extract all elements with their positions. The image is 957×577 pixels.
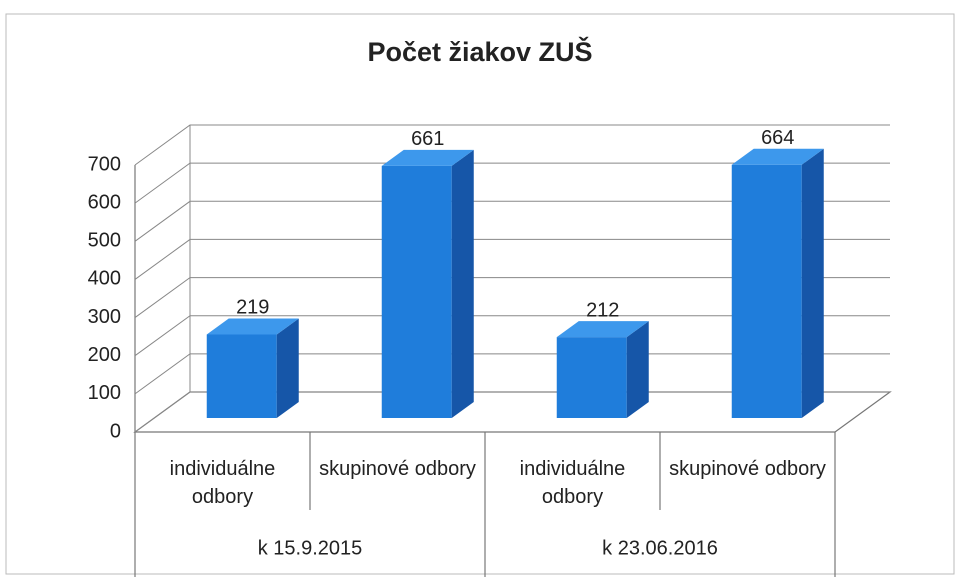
- y-tick-label: 600: [88, 191, 121, 213]
- y-tick-label: 0: [110, 420, 121, 442]
- y-tick-label: 300: [88, 306, 121, 328]
- bar-side: [276, 318, 299, 418]
- y-tick-label: 500: [88, 230, 121, 252]
- bar-side: [801, 148, 824, 418]
- x-tick-label: individuálne odbory: [169, 458, 276, 508]
- bar: [731, 148, 824, 418]
- data-label: 219: [236, 297, 269, 319]
- chart-title: Počet žiakov ZUŠ: [367, 36, 592, 67]
- data-label: 661: [411, 128, 444, 150]
- bar-front: [556, 337, 627, 418]
- group-label: k 15.9.2015: [258, 537, 363, 559]
- y-tick-label: 100: [88, 382, 121, 404]
- bar: [556, 321, 649, 418]
- bar-top: [556, 321, 649, 338]
- bar-front: [731, 164, 802, 418]
- bar: [206, 318, 299, 418]
- x-tick-label: skupinové odbory: [319, 458, 476, 480]
- bar-top: [731, 148, 824, 165]
- data-label: 212: [586, 299, 619, 321]
- bar-side: [626, 321, 649, 418]
- x-tick-label: skupinové odbory: [669, 458, 826, 480]
- bar-side: [451, 149, 474, 418]
- bar-top: [381, 149, 474, 166]
- chart-frame: [5, 13, 955, 575]
- bar: [381, 149, 474, 418]
- bar-front: [206, 334, 277, 418]
- bar-top: [206, 318, 299, 335]
- y-tick-label: 200: [88, 344, 121, 366]
- data-label: 664: [761, 127, 794, 149]
- y-tick-label: 400: [88, 268, 121, 290]
- bar-front: [381, 165, 452, 418]
- x-tick-label: individuálne odbory: [519, 458, 626, 508]
- y-tick-label: 700: [88, 153, 121, 175]
- group-label: k 23.06.2016: [602, 537, 718, 559]
